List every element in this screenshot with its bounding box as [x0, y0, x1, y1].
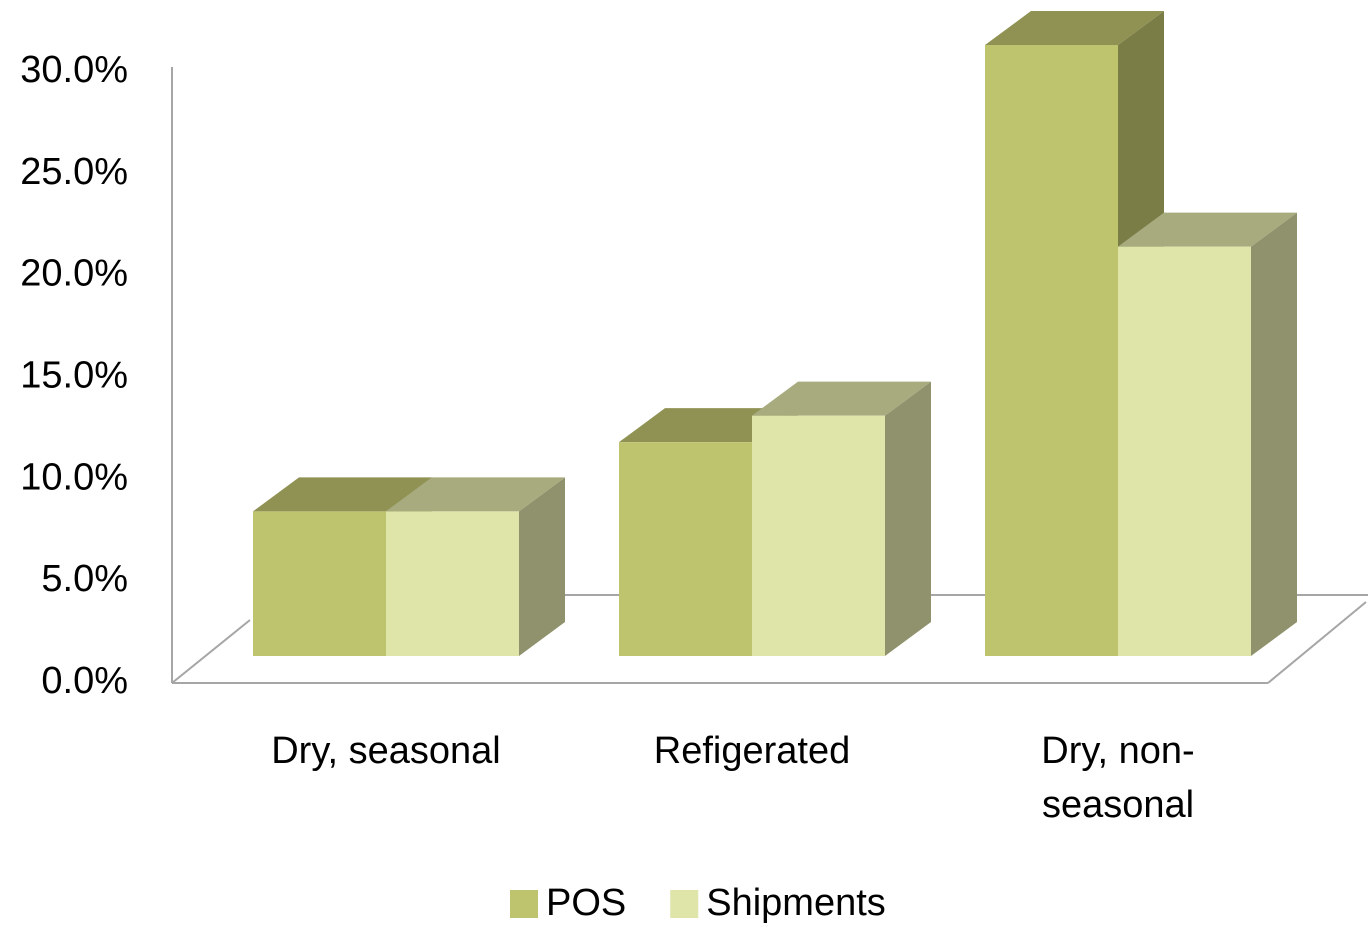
legend-swatch	[510, 890, 538, 918]
bar-top	[985, 11, 1164, 45]
legend-swatch	[670, 890, 699, 918]
bar-front	[253, 511, 386, 656]
bar	[752, 381, 931, 656]
bar-front	[985, 45, 1118, 656]
bar-front	[1118, 246, 1251, 656]
y-tick-label: 30.0%	[20, 49, 128, 91]
bar-top	[1118, 212, 1297, 247]
y-tick-label: 0.0%	[41, 660, 128, 702]
bar-front	[386, 511, 519, 656]
bar-side	[519, 477, 565, 656]
bar-side	[1251, 212, 1297, 656]
bar-front	[752, 415, 885, 656]
y-tick-label: 25.0%	[20, 151, 128, 193]
bar-top	[386, 477, 565, 512]
bar	[1118, 212, 1297, 656]
legend-label: Shipments	[706, 882, 886, 924]
y-tick-label: 15.0%	[20, 355, 128, 397]
floor-right	[1267, 601, 1367, 684]
bar-front	[619, 442, 752, 656]
bar	[386, 477, 565, 656]
y-tick-label: 20.0%	[20, 253, 128, 295]
x-tick-label: Refigerated	[653, 730, 851, 772]
y-tick-label: 10.0%	[20, 456, 128, 498]
x-tick-label: Dry, non-seasonal	[1041, 730, 1195, 826]
floor-left	[171, 619, 251, 684]
bar-top	[253, 477, 432, 512]
x-tick-label: Dry, seasonal	[271, 730, 501, 772]
bar	[985, 11, 1164, 656]
legend-label: POS	[546, 882, 626, 924]
y-tick-label: 5.0%	[41, 558, 128, 600]
bar-top	[752, 381, 931, 416]
bar-side	[885, 381, 931, 656]
